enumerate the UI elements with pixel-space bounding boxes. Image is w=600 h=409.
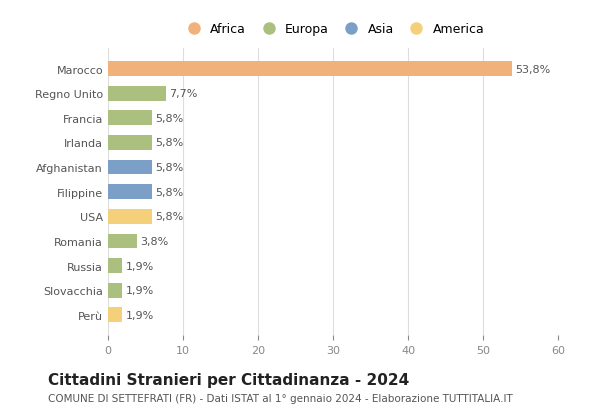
Bar bbox=[108, 111, 151, 126]
Bar bbox=[108, 234, 137, 249]
Text: 1,9%: 1,9% bbox=[126, 285, 154, 295]
Text: 5,8%: 5,8% bbox=[155, 114, 184, 124]
Bar bbox=[108, 185, 151, 200]
Bar bbox=[108, 308, 122, 322]
Bar bbox=[108, 160, 151, 175]
Text: 5,8%: 5,8% bbox=[155, 212, 184, 222]
Text: 3,8%: 3,8% bbox=[140, 236, 169, 246]
Text: 1,9%: 1,9% bbox=[126, 261, 154, 271]
Text: 1,9%: 1,9% bbox=[126, 310, 154, 320]
Bar bbox=[108, 62, 511, 77]
Bar bbox=[108, 283, 122, 298]
Bar bbox=[108, 87, 166, 101]
Text: 53,8%: 53,8% bbox=[515, 65, 551, 74]
Text: COMUNE DI SETTEFRATI (FR) - Dati ISTAT al 1° gennaio 2024 - Elaborazione TUTTITA: COMUNE DI SETTEFRATI (FR) - Dati ISTAT a… bbox=[48, 393, 513, 402]
Text: 5,8%: 5,8% bbox=[155, 187, 184, 197]
Text: Cittadini Stranieri per Cittadinanza - 2024: Cittadini Stranieri per Cittadinanza - 2… bbox=[48, 372, 409, 387]
Bar bbox=[108, 258, 122, 273]
Text: 7,7%: 7,7% bbox=[170, 89, 198, 99]
Bar bbox=[108, 136, 151, 151]
Text: 5,8%: 5,8% bbox=[155, 163, 184, 173]
Bar bbox=[108, 209, 151, 224]
Text: 5,8%: 5,8% bbox=[155, 138, 184, 148]
Legend: Africa, Europa, Asia, America: Africa, Europa, Asia, America bbox=[176, 18, 490, 41]
